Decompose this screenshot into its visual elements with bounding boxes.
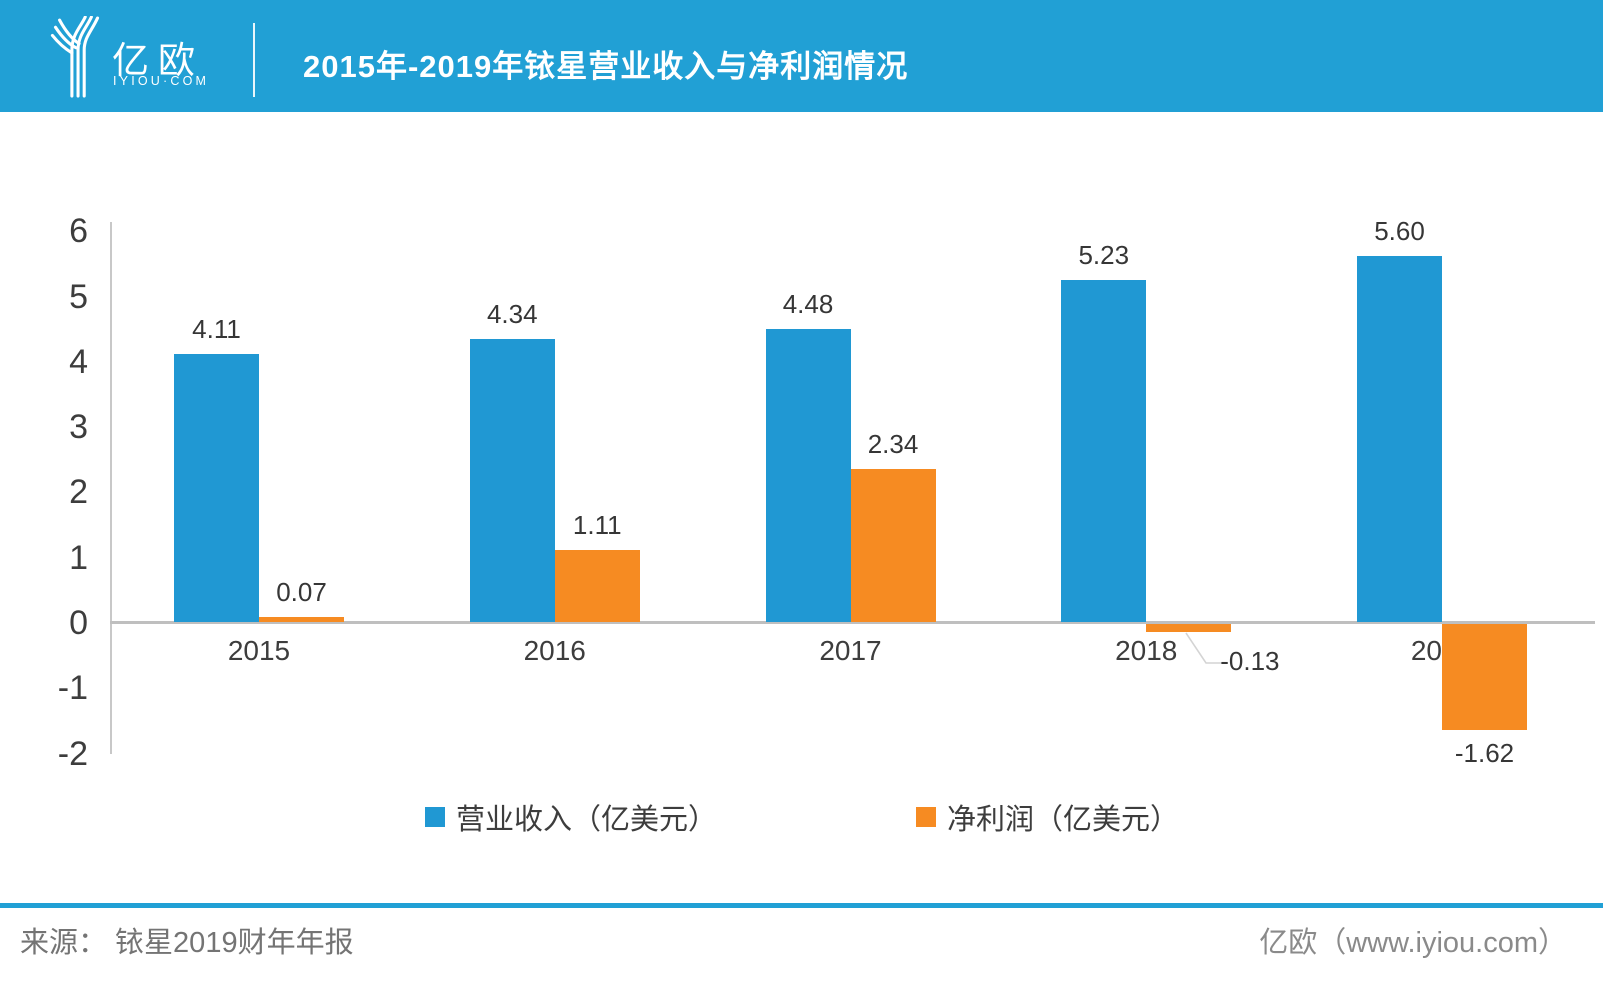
value-label: 4.34 xyxy=(486,298,538,329)
profit-bar xyxy=(259,617,344,622)
y-axis-line xyxy=(110,222,112,754)
legend-item-profit: 净利润（亿美元） xyxy=(916,804,1179,836)
y-tick-label: 5 xyxy=(69,277,88,316)
revenue-bar xyxy=(469,338,555,622)
chart-title: 2015年-2019年铱星营业收入与净利润情况 xyxy=(303,49,909,84)
brand-note: 亿欧（www.iyiou.com） xyxy=(1259,927,1567,959)
legend-swatch-profit xyxy=(916,807,936,827)
revenue-bar xyxy=(1357,256,1442,622)
value-label: 0.07 xyxy=(276,577,327,608)
legend-item-revenue: 营业收入（亿美元） xyxy=(425,804,717,836)
profit-bar xyxy=(554,549,640,622)
logo-name: 亿欧 xyxy=(112,40,204,81)
y-tick-label: 4 xyxy=(69,342,88,381)
y-tick-label: 2 xyxy=(69,473,88,512)
iyiou-logo-icon xyxy=(50,16,100,98)
x-category-label: 2018 xyxy=(1115,635,1178,666)
value-label: -1.62 xyxy=(1454,737,1515,768)
profit-bar xyxy=(850,469,936,622)
x-category-label: 2016 xyxy=(523,635,586,666)
callout-leader-line xyxy=(1185,632,1223,664)
value-label: 5.60 xyxy=(1374,216,1425,247)
header-divider xyxy=(253,23,255,97)
legend-swatch-revenue xyxy=(425,807,445,827)
y-tick-label: 0 xyxy=(69,604,88,642)
zero-baseline xyxy=(110,621,1595,624)
footer-divider xyxy=(0,903,1603,908)
y-tick-label: 3 xyxy=(69,408,88,447)
y-tick-label: -1 xyxy=(57,669,88,708)
x-category-label: 2015 xyxy=(227,635,291,666)
revenue-bar xyxy=(1061,280,1147,622)
y-tick-label: 1 xyxy=(69,538,88,577)
profit-bar xyxy=(1442,624,1527,730)
value-label: -0.13 xyxy=(1220,646,1280,676)
value-label: 4.11 xyxy=(192,313,241,344)
value-label: 4.48 xyxy=(782,289,834,320)
legend-label-profit: 净利润（亿美元） xyxy=(947,804,1180,836)
logo-domain: IYIOU·COM xyxy=(113,74,210,88)
revenue-bar xyxy=(765,329,851,622)
profit-bar xyxy=(1146,624,1232,633)
header-banner: 亿欧 IYIOU·COM 2015年-2019年铱星营业收入与净利润情况 xyxy=(0,0,1603,112)
y-tick-label: -2 xyxy=(57,734,88,773)
revenue-bar xyxy=(174,353,259,622)
value-label: 2.34 xyxy=(867,429,919,460)
source-note: 来源： 铱星2019财年年报 xyxy=(20,927,354,959)
y-tick-label: 6 xyxy=(69,212,88,251)
legend-label-revenue: 营业收入（亿美元） xyxy=(456,804,718,836)
x-category-label: 2017 xyxy=(819,635,882,666)
value-label: 5.23 xyxy=(1078,240,1130,271)
value-label: 1.11 xyxy=(572,509,622,540)
